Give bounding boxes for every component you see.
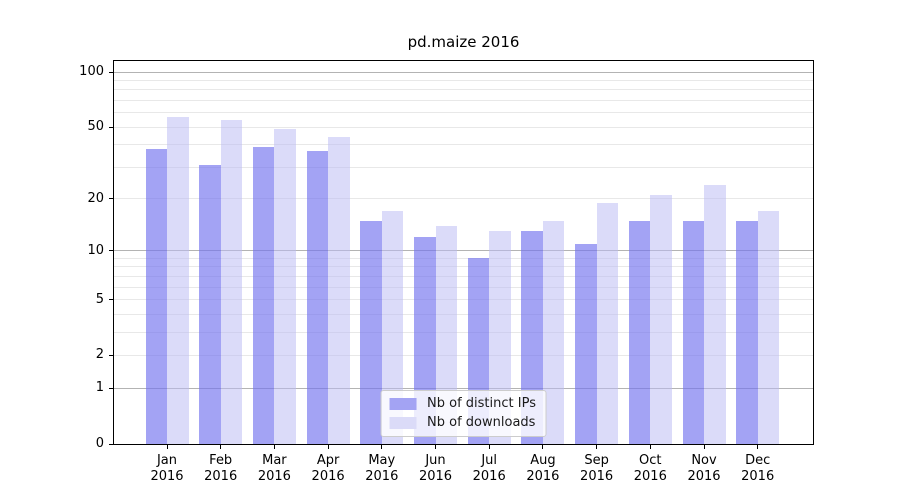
- legend-label: Nb of distinct IPs: [427, 396, 536, 411]
- bar-distinct-ips: [145, 148, 167, 444]
- legend-row: Nb of downloads: [389, 415, 536, 430]
- y-tick-mark: [109, 299, 113, 301]
- gridline-minor: [114, 80, 813, 82]
- x-tick-mark: [381, 445, 383, 449]
- y-tick-label: 1: [95, 380, 104, 396]
- bar-downloads: [381, 211, 404, 444]
- x-tick-label: Jun 2016: [418, 453, 453, 484]
- bar-downloads: [167, 116, 189, 444]
- y-tick-mark: [109, 443, 113, 445]
- gridline-minor: [114, 126, 813, 128]
- bar-distinct-ips: [199, 164, 221, 444]
- x-tick-mark: [327, 445, 329, 449]
- gridline-minor: [114, 299, 813, 301]
- x-tick-mark: [166, 445, 168, 449]
- gridline-minor: [114, 266, 813, 268]
- x-tick-label: Dec 2016: [741, 453, 775, 484]
- gridline-major: [114, 71, 813, 73]
- y-tick-mark: [109, 354, 113, 356]
- x-tick-label: May 2016: [365, 453, 399, 484]
- gridline-minor: [114, 354, 813, 356]
- gridline-minor: [114, 313, 813, 315]
- legend: Nb of distinct IPs Nb of downloads: [380, 390, 547, 437]
- gridline-minor: [114, 275, 813, 277]
- x-tick-label: Feb 2016: [204, 453, 238, 484]
- gridline-minor: [114, 144, 813, 146]
- legend-row: Nb of distinct IPs: [389, 396, 536, 411]
- x-tick-mark: [596, 445, 598, 449]
- x-tick-label: Aug 2016: [526, 453, 560, 484]
- gridline-major: [114, 387, 813, 389]
- bar-downloads: [704, 184, 726, 444]
- bar-downloads: [435, 225, 457, 444]
- bar-distinct-ips: [682, 220, 704, 444]
- bar-downloads: [328, 137, 350, 444]
- gridline-minor: [114, 166, 813, 168]
- legend-swatch: [389, 397, 417, 410]
- gridline-major: [114, 250, 813, 252]
- y-tick-mark: [109, 250, 113, 252]
- gridline-minor: [114, 198, 813, 200]
- y-tick-label: 0: [95, 436, 104, 451]
- x-tick-mark: [220, 445, 222, 449]
- gridline-minor: [114, 331, 813, 333]
- y-tick-label: 20: [87, 190, 104, 206]
- chart-title: pd.maize 2016: [407, 33, 520, 51]
- gridline-minor: [114, 112, 813, 114]
- bar-distinct-ips: [736, 220, 758, 444]
- plot-area: Nb of distinct IPs Nb of downloads: [113, 60, 814, 445]
- gridline-minor: [114, 257, 813, 259]
- bar-downloads: [542, 220, 565, 444]
- x-tick-mark: [273, 445, 275, 449]
- x-tick-mark: [757, 445, 759, 449]
- y-tick-mark: [109, 387, 113, 389]
- gridline-minor: [114, 100, 813, 102]
- legend-swatch: [389, 416, 417, 429]
- x-tick-label: Jul 2016: [472, 453, 506, 484]
- x-tick-label: Apr 2016: [311, 453, 345, 484]
- x-tick-label: Nov 2016: [687, 453, 721, 484]
- bar-downloads: [220, 119, 243, 444]
- x-tick-mark: [435, 445, 436, 449]
- y-tick-label: 100: [79, 64, 104, 80]
- y-tick-label: 2: [95, 347, 104, 363]
- x-tick-label: Jan 2016: [150, 453, 184, 484]
- bar-downloads: [650, 194, 672, 444]
- x-tick-label: Mar 2016: [257, 453, 291, 484]
- y-tick-label: 10: [87, 242, 104, 258]
- bar-downloads: [757, 211, 780, 444]
- y-tick-mark: [109, 126, 113, 128]
- bar-distinct-ips: [360, 220, 382, 444]
- y-tick-mark: [109, 71, 113, 73]
- x-tick-label: Sep 2016: [580, 453, 614, 484]
- x-tick-mark: [649, 445, 651, 449]
- bar-downloads: [596, 202, 619, 444]
- x-tick-mark: [703, 445, 705, 449]
- x-tick-mark: [542, 445, 544, 449]
- gridline-minor: [114, 89, 813, 91]
- y-tick-label: 5: [95, 291, 104, 307]
- bar-distinct-ips: [252, 146, 275, 444]
- gridline-minor: [114, 286, 813, 288]
- bar-distinct-ips: [575, 243, 597, 444]
- bar-distinct-ips: [306, 150, 329, 444]
- bar-distinct-ips: [628, 220, 651, 444]
- bar-downloads: [274, 128, 296, 444]
- legend-label: Nb of downloads: [427, 415, 536, 430]
- y-tick-mark: [109, 198, 113, 200]
- y-tick-label: 50: [87, 119, 104, 135]
- x-tick-label: Oct 2016: [633, 453, 667, 484]
- x-tick-mark: [488, 445, 490, 449]
